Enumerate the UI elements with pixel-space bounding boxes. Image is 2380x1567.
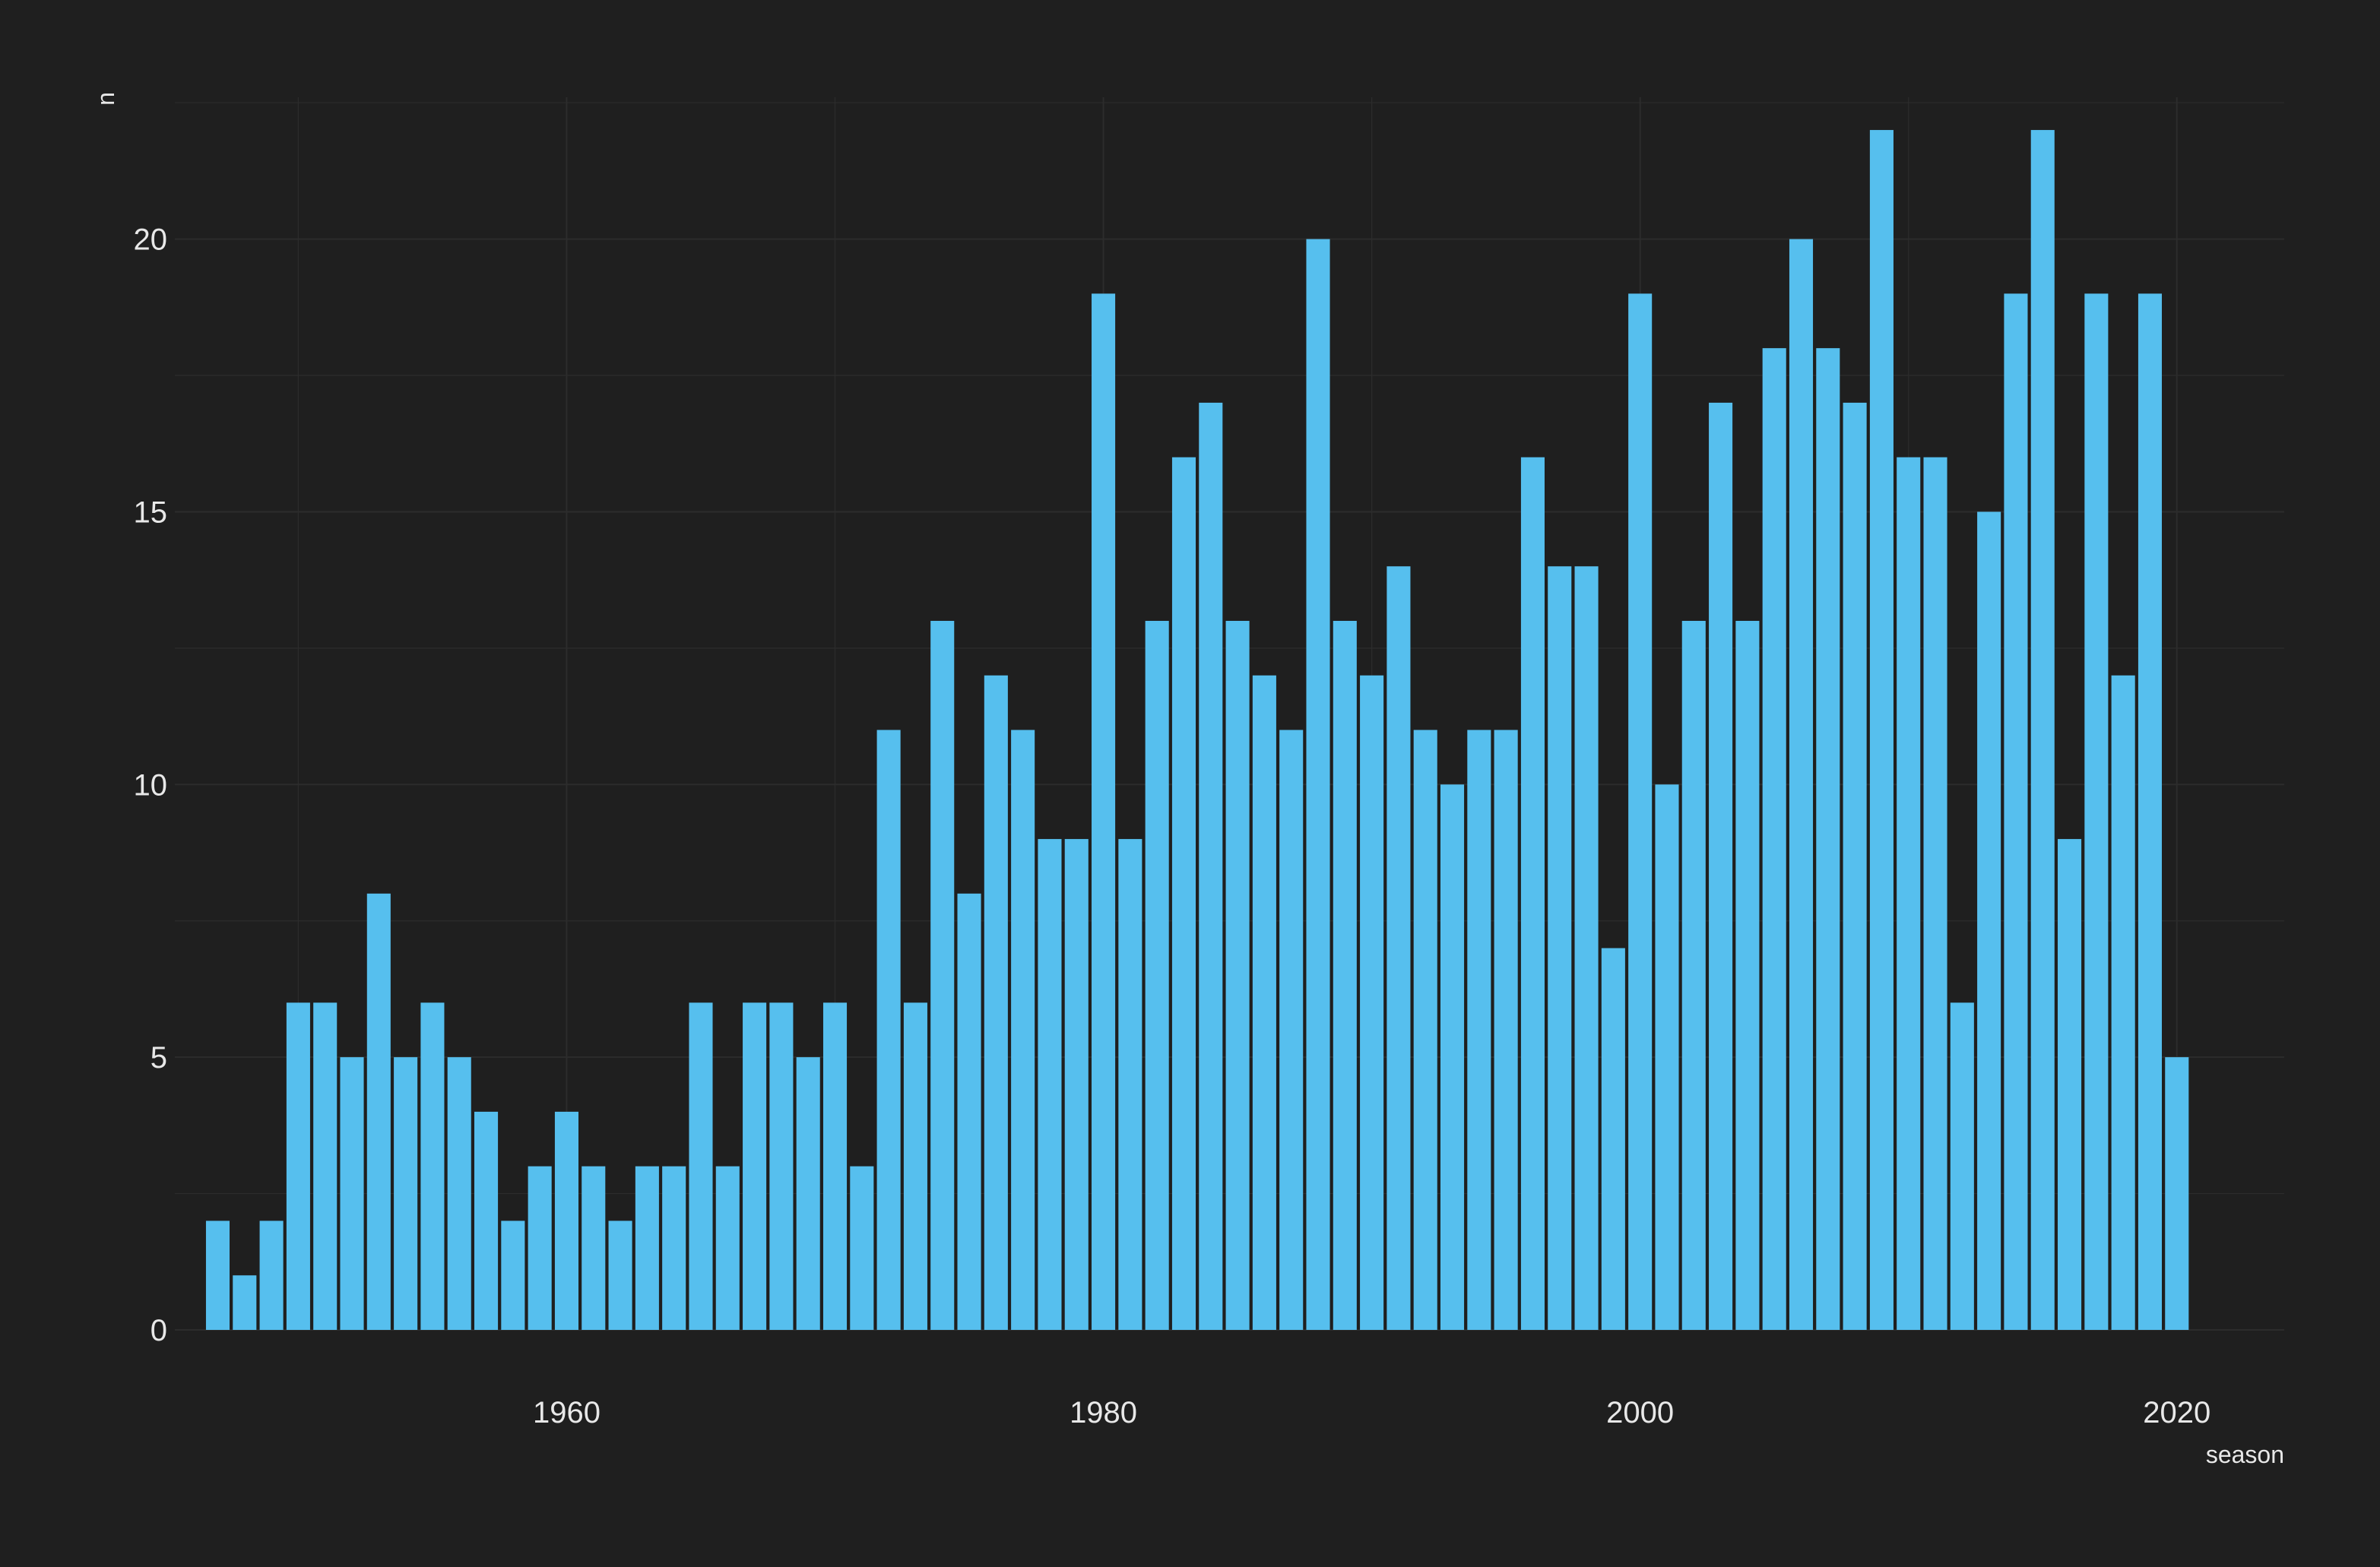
y-tick-label: 15 — [134, 495, 168, 529]
x-axis-ticks: 1960 1980 2000 2020 — [533, 1396, 2210, 1429]
bar-1976 — [984, 675, 1008, 1330]
x-tick-label: 2000 — [1606, 1396, 1674, 1429]
bar-1987 — [1279, 730, 1304, 1330]
bar-1966 — [715, 1166, 740, 1330]
bar-1954 — [394, 1057, 418, 1330]
bar-2011 — [1923, 457, 1947, 1330]
bar-1999 — [1601, 948, 1625, 1330]
x-axis-title: season — [2206, 1441, 2284, 1468]
bar-1970 — [822, 1002, 848, 1330]
bar-1962 — [608, 1220, 632, 1330]
bar-2010 — [1897, 457, 1921, 1330]
bar-1996 — [1520, 457, 1545, 1330]
bar-1971 — [850, 1166, 874, 1330]
bar-1981 — [1118, 839, 1142, 1330]
bar-1986 — [1252, 675, 1276, 1330]
bar-2005 — [1762, 348, 1786, 1330]
bar-1951 — [313, 1002, 338, 1330]
y-tick-label: 10 — [134, 768, 168, 802]
bar-2003 — [1709, 402, 1733, 1330]
bar-2001 — [1655, 784, 1679, 1330]
y-tick-label: 20 — [134, 223, 168, 257]
bar-1975 — [957, 893, 981, 1330]
bar-1972 — [876, 730, 901, 1330]
bar-1964 — [662, 1166, 686, 1330]
bar-2017 — [2084, 293, 2109, 1330]
bar-2019 — [2138, 293, 2163, 1330]
bar-1947 — [205, 1220, 230, 1330]
bar-1973 — [903, 1002, 927, 1330]
bar-1960 — [554, 1111, 578, 1330]
bar-1988 — [1306, 239, 1330, 1330]
bar-1968 — [769, 1002, 794, 1330]
bar-2002 — [1681, 620, 1706, 1330]
bar-1957 — [474, 1111, 499, 1330]
bar-1953 — [366, 893, 391, 1330]
bar-1948 — [233, 1275, 257, 1330]
bar-1990 — [1360, 675, 1384, 1330]
bar-1992 — [1413, 730, 1437, 1330]
bar-1963 — [635, 1166, 659, 1330]
bar-1982 — [1145, 620, 1169, 1330]
bar-1984 — [1199, 402, 1223, 1330]
bar-1991 — [1386, 566, 1411, 1330]
bar-1989 — [1333, 620, 1357, 1330]
bar-1965 — [689, 1002, 713, 1330]
bar-1961 — [582, 1166, 606, 1330]
bar-1997 — [1548, 566, 1572, 1330]
bar-2006 — [1789, 239, 1814, 1330]
bar-2020 — [2165, 1057, 2189, 1330]
bar-1955 — [420, 1002, 445, 1330]
bar-1969 — [796, 1057, 820, 1330]
bar-1979 — [1064, 839, 1089, 1330]
bar-1977 — [1011, 730, 1035, 1330]
bar-2015 — [2030, 130, 2055, 1330]
bar-2012 — [1950, 1002, 1974, 1330]
bar-2004 — [1735, 620, 1760, 1330]
bar-1952 — [340, 1057, 364, 1330]
y-tick-label: 5 — [151, 1041, 167, 1075]
bar-2013 — [1977, 511, 2001, 1330]
x-tick-label: 2020 — [2143, 1396, 2210, 1429]
bars — [205, 130, 2189, 1330]
y-axis-title: n — [92, 92, 119, 106]
bar-1995 — [1494, 730, 1518, 1330]
y-tick-label: 0 — [151, 1314, 167, 1347]
bar-1959 — [528, 1166, 552, 1330]
bar-1994 — [1467, 730, 1491, 1330]
y-axis-ticks: 0 5 10 15 20 — [134, 223, 168, 1347]
x-tick-label: 1980 — [1070, 1396, 1137, 1429]
bar-1985 — [1225, 620, 1250, 1330]
bar-1974 — [930, 620, 955, 1330]
bar-2014 — [2004, 293, 2028, 1330]
bar-2000 — [1628, 293, 1653, 1330]
bar-2007 — [1816, 348, 1840, 1330]
bar-2009 — [1869, 130, 1894, 1330]
bar-1980 — [1092, 293, 1116, 1330]
bar-2018 — [2111, 675, 2135, 1330]
bar-2008 — [1843, 402, 1867, 1330]
bar-1998 — [1574, 566, 1599, 1330]
bar-1949 — [259, 1220, 284, 1330]
bar-1993 — [1440, 784, 1465, 1330]
bar-1967 — [743, 1002, 767, 1330]
bar-1958 — [501, 1220, 525, 1330]
bar-2016 — [2058, 839, 2082, 1330]
x-tick-label: 1960 — [533, 1396, 601, 1429]
bar-1978 — [1038, 839, 1062, 1330]
bar-1950 — [286, 1002, 310, 1330]
bar-1983 — [1171, 457, 1196, 1330]
bar-1956 — [447, 1057, 471, 1330]
